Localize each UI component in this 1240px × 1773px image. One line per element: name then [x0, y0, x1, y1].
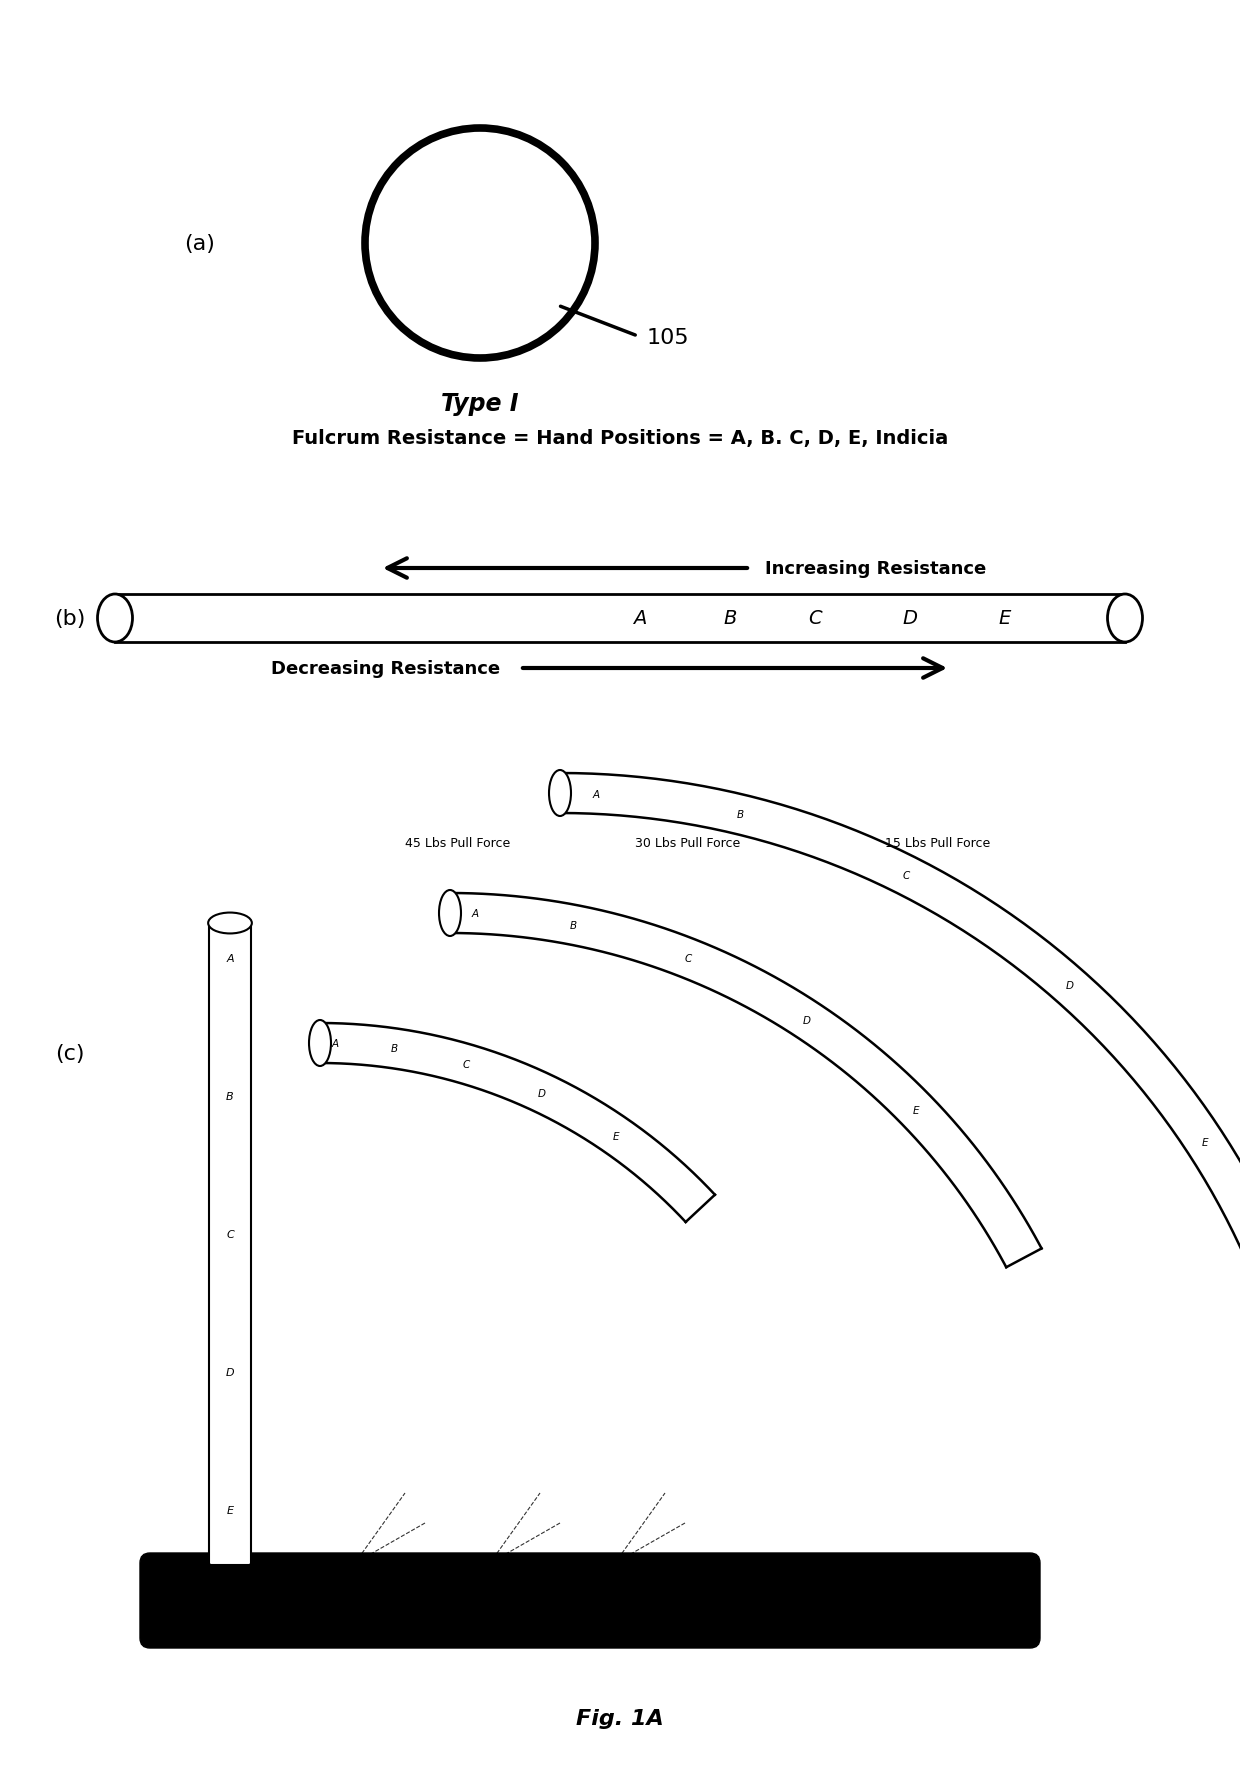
Text: D: D — [226, 1367, 234, 1378]
Ellipse shape — [439, 890, 461, 936]
Text: 15 Lbs Pull Force: 15 Lbs Pull Force — [885, 837, 991, 849]
Polygon shape — [560, 773, 1240, 1395]
Text: B: B — [391, 1044, 398, 1053]
Text: E: E — [1202, 1138, 1208, 1147]
Text: A: A — [471, 910, 479, 918]
Text: (a): (a) — [185, 234, 216, 254]
Text: C: C — [684, 954, 692, 965]
FancyBboxPatch shape — [210, 922, 250, 1566]
Ellipse shape — [98, 594, 133, 642]
Text: A: A — [593, 789, 600, 800]
Text: 105: 105 — [647, 328, 689, 348]
Text: 45 Lbs Pull Force: 45 Lbs Pull Force — [405, 837, 510, 849]
Text: E: E — [227, 1505, 233, 1516]
Ellipse shape — [1107, 594, 1142, 642]
Text: B: B — [723, 610, 737, 628]
Text: A: A — [226, 954, 234, 963]
Ellipse shape — [549, 771, 570, 817]
Text: B: B — [569, 920, 577, 931]
Text: A: A — [634, 610, 647, 628]
Text: D: D — [1065, 980, 1074, 991]
Text: E: E — [913, 1105, 919, 1115]
Text: Type I: Type I — [441, 392, 518, 415]
FancyBboxPatch shape — [140, 1553, 1040, 1649]
Text: 30 Lbs Pull Force: 30 Lbs Pull Force — [635, 837, 740, 849]
Text: C: C — [226, 1229, 234, 1239]
Polygon shape — [450, 894, 1042, 1268]
Text: B: B — [226, 1092, 234, 1101]
Text: Fig. 1A: Fig. 1A — [577, 1707, 663, 1729]
Text: D: D — [804, 1016, 811, 1025]
Text: (b): (b) — [55, 608, 86, 629]
Text: Decreasing Resistance: Decreasing Resistance — [270, 660, 500, 677]
Text: D: D — [903, 610, 918, 628]
Text: E: E — [998, 610, 1011, 628]
Text: D: D — [538, 1089, 546, 1097]
Text: (c): (c) — [56, 1044, 84, 1064]
Text: A: A — [331, 1039, 339, 1048]
Text: Fulcrum Resistance = Hand Positions = A, B. C, D, E, Indicia: Fulcrum Resistance = Hand Positions = A,… — [291, 429, 949, 449]
Ellipse shape — [309, 1021, 331, 1066]
FancyBboxPatch shape — [115, 594, 1125, 642]
Text: E: E — [613, 1131, 620, 1142]
Text: C: C — [808, 610, 822, 628]
Polygon shape — [320, 1023, 715, 1222]
Text: C: C — [903, 871, 910, 881]
Text: B: B — [737, 810, 744, 819]
Text: C: C — [463, 1058, 470, 1069]
Ellipse shape — [208, 913, 252, 934]
Text: Increasing Resistance: Increasing Resistance — [765, 560, 986, 578]
